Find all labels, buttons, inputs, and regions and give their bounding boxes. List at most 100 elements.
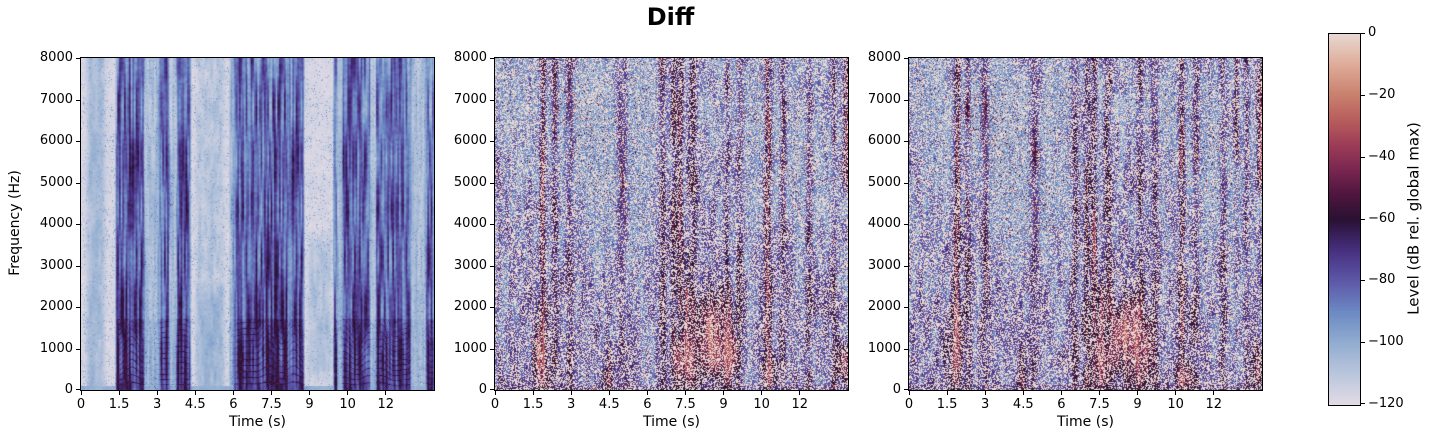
y-tick-mark [490,389,494,390]
colorbar-tick-mark [1361,280,1365,282]
y-tick-label: 7000 [867,91,901,107]
x-tick-mark [1060,391,1062,395]
colorbar-gradient [1329,34,1360,405]
y-tick-mark [904,348,908,350]
x-tick-label: 6 [643,397,652,412]
x-tick-mark [80,391,82,395]
y-tick-label: 1000 [39,340,73,356]
spectrogram-panel-middle: Time (s) 0 1.5 3 4.5 6 7.5 9 10 12 0 1000 2000 3000 4… [454,50,849,430]
y-tick-mark [490,348,494,350]
x-tick-mark [385,391,387,395]
colorbar [1328,33,1361,406]
y-tick-label: 5000 [39,174,73,190]
y-tick-label: 7000 [453,91,487,107]
x-tick-label: 3 [567,397,576,412]
x-tick-label: 7.5 [1089,397,1110,412]
x-tick-mark [646,391,648,395]
y-tick-label: 7000 [39,91,73,107]
y-tick-mark [76,224,80,225]
x-tick-label: 4.5 [1012,397,1034,412]
x-tick-label: 7.5 [675,397,696,412]
y-tick-label: 5000 [453,174,487,190]
colorbar-tick-label: −40 [1368,148,1396,164]
y-tick-label: 8000 [453,50,487,65]
x-tick-mark [156,391,158,395]
figure-title: Diff [646,3,695,31]
x-tick-label: 10 [1167,397,1184,412]
colorbar-tick-label: −20 [1368,86,1396,102]
y-tick-mark [904,307,908,308]
x-tick-mark [532,391,534,395]
y-tick-mark [904,265,908,267]
x-tick-mark [118,391,120,395]
y-tick-mark [904,224,908,225]
y-tick-mark [904,141,908,142]
x-tick-mark [799,391,801,395]
y-tick-label: 4000 [453,216,487,231]
colorbar-tick-mark [1361,403,1365,404]
y-tick-label: 3000 [867,257,901,273]
x-tick-label: 1.5 [522,397,544,412]
x-tick-mark [270,391,272,395]
y-tick-mark [76,182,80,184]
y-tick-label: 6000 [867,133,901,148]
colorbar-tick-label: −60 [1368,210,1396,226]
x-tick-mark [1022,391,1024,395]
y-tick-label: 4000 [867,216,901,231]
x-tick-label: 10 [339,397,356,412]
y-tick-label: 0 [64,382,73,397]
y-tick-mark [490,58,494,59]
y-tick-label: 8000 [867,50,901,65]
y-tick-label: 4000 [39,216,73,231]
x-tick-label: 12 [791,397,809,412]
y-tick-mark [490,182,494,184]
x-tick-mark [1137,391,1139,395]
x-tick-mark [1175,391,1177,395]
x-tick-label: 12 [377,397,395,412]
colorbar-tick-mark [1361,33,1365,34]
x-tick-label: 4.5 [184,397,206,412]
y-tick-label: 6000 [39,133,73,148]
y-tick-label: 8000 [39,50,73,65]
y-tick-label: 6000 [453,133,487,148]
colorbar-tick-label: −100 [1368,334,1404,350]
y-tick-label: 2000 [39,299,73,314]
y-tick-mark [490,265,494,267]
x-tick-label: 3 [981,397,990,412]
x-axis-label-left: Time (s) [229,414,286,430]
colorbar-tick-mark [1361,94,1365,96]
x-tick-mark [347,391,349,395]
y-tick-mark [490,307,494,308]
x-tick-mark [946,391,948,395]
y-tick-label: 0 [892,382,901,397]
x-tick-label: 9 [1133,397,1142,412]
colorbar-ticks: 0 −20 −40 −60 −80 −100 −120 [1361,25,1435,411]
x-tick-label: 0 [76,397,86,412]
spectrogram-image-right [909,58,1262,390]
x-tick-mark [1098,391,1100,395]
x-tick-label: 12 [1205,397,1223,412]
colorbar-tick-mark [1361,156,1365,158]
x-tick-mark [494,391,496,395]
y-tick-mark [490,141,494,142]
x-tick-label: 9 [305,397,314,412]
y-tick-label: 5000 [867,174,901,190]
y-tick-label: 1000 [867,340,901,356]
colorbar-tick-mark [1361,218,1365,220]
y-tick-mark [76,265,80,267]
y-tick-label: 2000 [867,299,901,314]
x-tick-mark [684,391,686,395]
x-tick-mark [232,391,234,395]
x-tick-label: 1.5 [108,397,130,412]
y-tick-mark [76,389,80,390]
spectrogram-image-left [81,58,434,390]
y-tick-mark [904,182,908,184]
spectrogram-panel-right: Time (s) 0 1.5 3 4.5 6 7.5 9 10 12 0 1000 2000 3000 4… [868,50,1263,430]
y-axis-label: Frequency (Hz) [7,170,23,276]
x-tick-label: 0 [490,397,500,412]
x-tick-label: 1.5 [936,397,958,412]
x-axis-label-middle: Time (s) [643,414,700,430]
y-tick-label: 3000 [453,257,487,273]
y-tick-mark [904,389,908,390]
